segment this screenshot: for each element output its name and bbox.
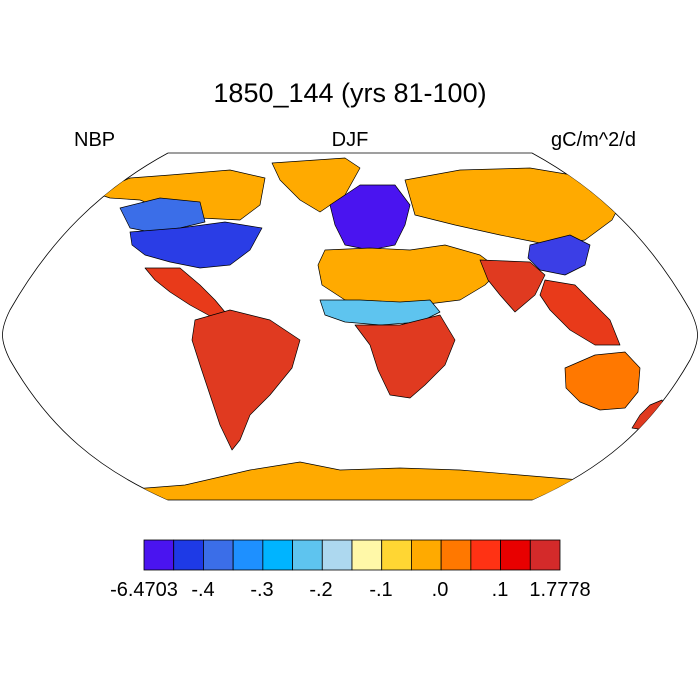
colorbar-swatch: [351, 539, 383, 571]
region-southeast-asia: [539, 279, 621, 346]
colorbar-swatch: [381, 539, 412, 571]
colorbar-tick-label: -6.4703: [110, 579, 178, 601]
region-sahara-and-arabia: [317, 244, 501, 306]
season-label: DJF: [331, 129, 369, 151]
region-central-africa: [354, 314, 456, 399]
colorbar-tick-label: -.3: [250, 579, 273, 601]
variable-label: NBP: [74, 129, 116, 151]
colorbar-swatch: [529, 539, 561, 571]
region-south-america: [191, 309, 301, 451]
colorbar-tick-label: -.2: [309, 579, 332, 601]
region-europe: [329, 184, 411, 251]
colorbar-swatch: [411, 539, 442, 571]
colorbar-tick-label: -.4: [191, 579, 214, 601]
colorbar-tick-label: -.1: [369, 579, 392, 601]
colorbar-swatch: [232, 539, 264, 571]
colorbar-swatch: [143, 539, 175, 571]
colorbar-swatch: [321, 539, 353, 571]
region-united-states-east: [129, 221, 263, 269]
region-canada-west: [119, 197, 206, 233]
units-label: gC/m^2/d: [551, 129, 636, 151]
region-east-china: [527, 234, 591, 276]
colorbar-swatch: [292, 539, 323, 571]
colorbar-swatch: [262, 539, 293, 571]
region-antarctica: [79, 461, 621, 500]
colorbar-swatch: [500, 539, 531, 571]
region-siberia: [404, 167, 626, 246]
map-title: 1850_144 (yrs 81-100): [213, 78, 487, 108]
colorbar-tick-label: 1.7778: [529, 579, 590, 601]
region-australia: [564, 351, 641, 411]
colorbar-swatch: [173, 539, 204, 571]
region-south-asia: [479, 259, 546, 313]
colorbar-tick-label: .0: [432, 579, 449, 601]
region-sahel: [319, 299, 441, 326]
colorbar-swatch: [470, 539, 501, 571]
colorbar-tick-label: .1: [492, 579, 509, 601]
colorbar-swatch: [203, 539, 234, 571]
colorbar-swatch: [440, 539, 472, 571]
region-north-america-north: [94, 169, 266, 221]
